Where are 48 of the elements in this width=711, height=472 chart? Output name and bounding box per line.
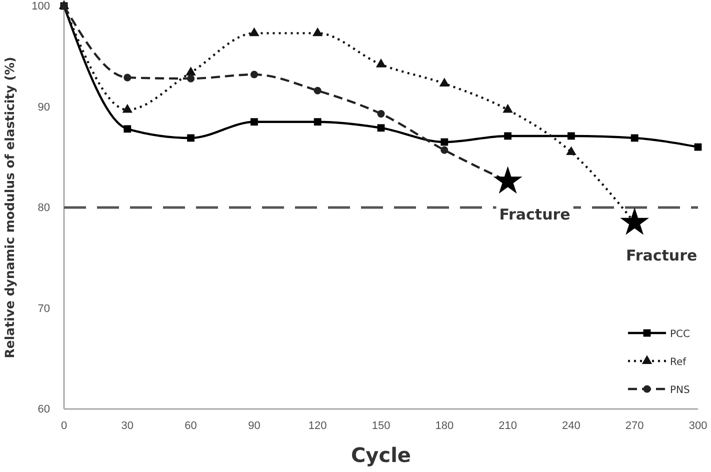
point [567, 132, 575, 140]
x-tick-label: 300 [688, 420, 708, 432]
annotation: Fracture [499, 205, 570, 224]
point [122, 104, 132, 113]
y-tick-label: 100 [32, 0, 50, 13]
point [124, 74, 132, 82]
legend-label: PNS [670, 385, 690, 396]
y-tick-label: 80 [38, 202, 50, 214]
point [314, 86, 322, 94]
x-tick-label: 60 [184, 420, 197, 432]
y-tick-label: 90 [38, 101, 50, 114]
y-tick-label: 60 [38, 404, 50, 416]
point [312, 27, 323, 36]
x-tick-label: 270 [625, 420, 644, 432]
x-tick-label: 180 [435, 420, 454, 432]
point [439, 78, 450, 87]
x-tick-label: 240 [562, 420, 580, 432]
point [187, 74, 195, 82]
point [694, 143, 702, 151]
point [377, 124, 385, 132]
x-axis-title: Cycle [351, 443, 411, 467]
point [124, 125, 132, 133]
point [502, 104, 513, 113]
point [440, 138, 448, 146]
point [440, 146, 448, 154]
point [493, 166, 522, 194]
y-axis-title: Relative dynamic modulus of elasticity (%) [2, 56, 17, 358]
point [249, 27, 260, 36]
y-tick-label: 70 [38, 302, 50, 315]
x-tick-label: 30 [121, 420, 134, 432]
x-tick-label: 150 [372, 420, 390, 432]
legend-label: Ref [670, 357, 687, 368]
annotation: Fracture [626, 246, 698, 265]
x-tick-label: 90 [248, 420, 260, 432]
point [630, 134, 638, 142]
legend-label: PCC [670, 329, 690, 340]
point [377, 110, 385, 118]
x-tick-label: 120 [308, 420, 327, 432]
point [187, 134, 195, 142]
point [186, 66, 196, 76]
point [504, 132, 512, 140]
x-tick-label: 0 [60, 420, 68, 432]
point [250, 70, 258, 78]
x-tick-label: 210 [498, 420, 517, 432]
point [250, 118, 258, 126]
point [566, 146, 576, 156]
point [376, 58, 386, 68]
point [314, 118, 322, 126]
